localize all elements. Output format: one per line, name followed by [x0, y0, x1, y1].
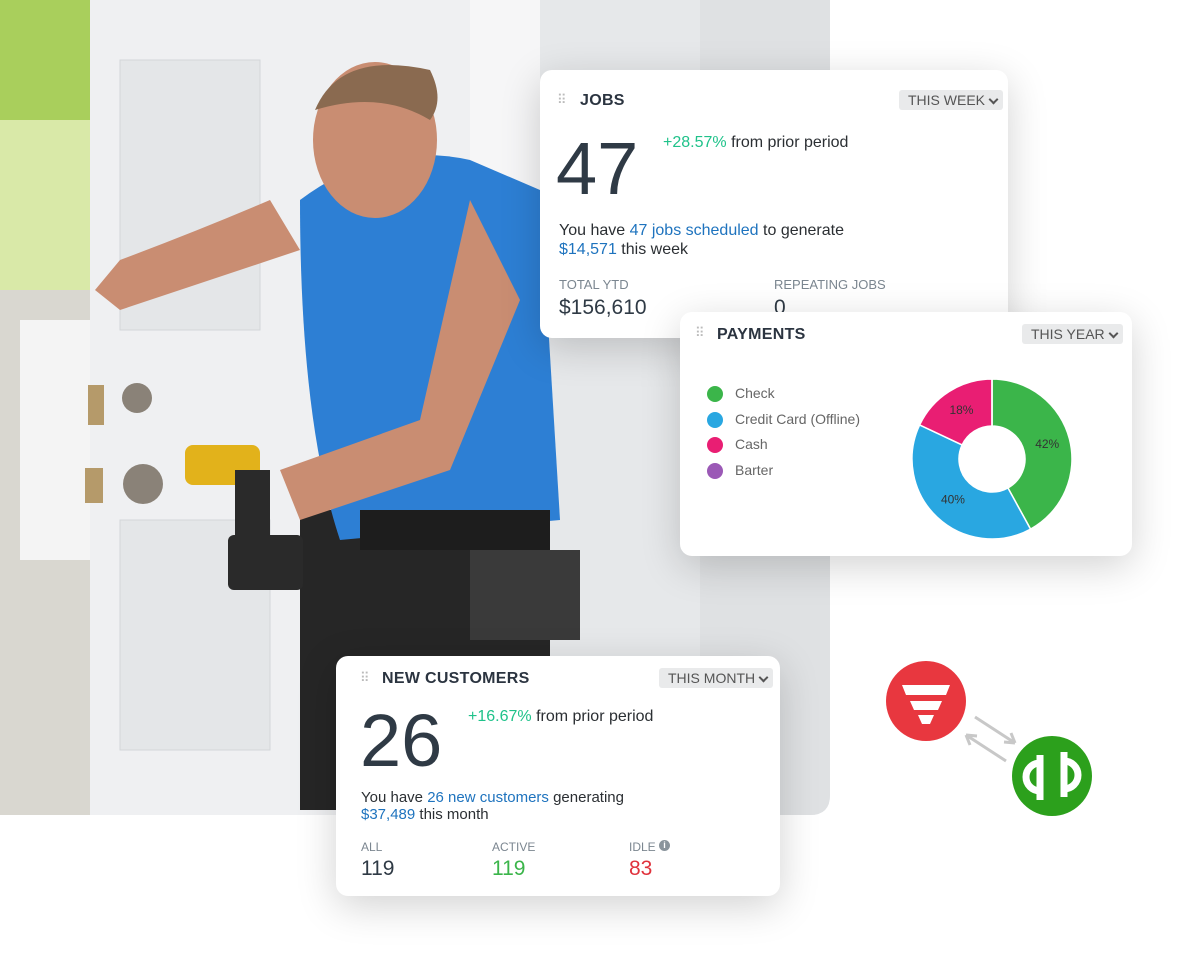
- summary-text: this month: [419, 806, 489, 823]
- stat-label: REPEATING JOBS: [774, 277, 886, 292]
- summary-text: generating: [553, 789, 624, 806]
- legend-marker: [707, 411, 723, 428]
- drag-handle[interactable]: ⠿: [360, 670, 370, 685]
- stat-value: $156,610: [559, 296, 647, 319]
- legend-label[interactable]: Check: [735, 385, 775, 401]
- legend-marker: [707, 462, 723, 479]
- card-title: PAYMENTS: [717, 326, 806, 343]
- donut-slice: [918, 378, 993, 446]
- stat-value: 119: [361, 857, 395, 880]
- slice-label: 18%: [949, 403, 973, 417]
- change-text: from prior period: [536, 708, 654, 725]
- payments-card: ⠿ PAYMENTS THIS YEAR Check Credit Card (O…: [680, 312, 1132, 556]
- integration-logos: [886, 661, 1092, 816]
- card-title: NEW CUSTOMERS: [382, 670, 530, 687]
- slice-label: 42%: [1035, 437, 1059, 451]
- legend-marker: [707, 437, 723, 453]
- customers-card: ⠿ NEW CUSTOMERS THIS MONTH 26 +16.67% fr…: [336, 656, 780, 896]
- drag-handle[interactable]: ⠿: [695, 325, 705, 340]
- drag-handle[interactable]: ⠿: [557, 92, 567, 107]
- summary: You have 26 new customers generating $37…: [361, 789, 624, 823]
- sync-arrows: [964, 715, 1017, 763]
- donut-slice: [991, 378, 1073, 531]
- jobs-count: 47: [556, 127, 639, 210]
- period-select[interactable]: THIS YEAR: [1022, 324, 1123, 344]
- summary-text: this week: [621, 241, 688, 258]
- stat-label: IDLE: [629, 840, 656, 854]
- change-text: from prior period: [731, 134, 849, 151]
- summary-amount: $37,489: [361, 806, 416, 823]
- card-title: JOBS: [580, 92, 625, 109]
- legend-marker: [707, 386, 723, 402]
- app-logo-mark: [902, 685, 950, 724]
- change-value: +16.67%: [468, 708, 532, 725]
- change-value: +28.57%: [663, 134, 727, 151]
- quickbooks-logo: [1012, 736, 1092, 816]
- legend-label[interactable]: Credit Card (Offline): [735, 410, 861, 427]
- summary-amount: $14,571: [559, 241, 617, 258]
- quickbooks-mark: [1022, 752, 1082, 800]
- info-icon[interactable]: i: [659, 840, 670, 851]
- period-select[interactable]: THIS WEEK: [899, 90, 1004, 110]
- jobs-card: ⠿ JOBS THIS WEEK 47 +28.57% from prior p…: [540, 70, 1008, 338]
- stat-label: TOTAL YTD: [559, 277, 629, 292]
- legend-label[interactable]: Barter: [735, 461, 774, 478]
- legend-label[interactable]: Cash: [735, 436, 768, 452]
- summary-text: You have: [361, 789, 424, 806]
- summary: You have 47 jobs scheduled to generate $…: [559, 221, 844, 259]
- stat-value: 0: [774, 296, 786, 319]
- change: +28.57% from prior period: [663, 134, 848, 152]
- stat-value: 83: [629, 857, 653, 880]
- customers-count: 26: [360, 699, 443, 782]
- period-select[interactable]: THIS MONTH: [659, 668, 774, 688]
- summary-link[interactable]: 47 jobs scheduled: [629, 222, 759, 239]
- summary-text: You have: [559, 222, 626, 239]
- donut-chart: 42% 40% 18%: [911, 378, 1073, 540]
- stat-value: 119: [492, 857, 526, 880]
- stat-label: ACTIVE: [492, 840, 536, 854]
- stat-label: ALL: [361, 840, 383, 854]
- donut-slice: [911, 423, 1032, 540]
- summary-link[interactable]: 26 new customers: [427, 789, 549, 806]
- slice-label: 40%: [941, 493, 965, 507]
- change: +16.67% from prior period: [468, 708, 653, 726]
- summary-text: to generate: [763, 222, 844, 239]
